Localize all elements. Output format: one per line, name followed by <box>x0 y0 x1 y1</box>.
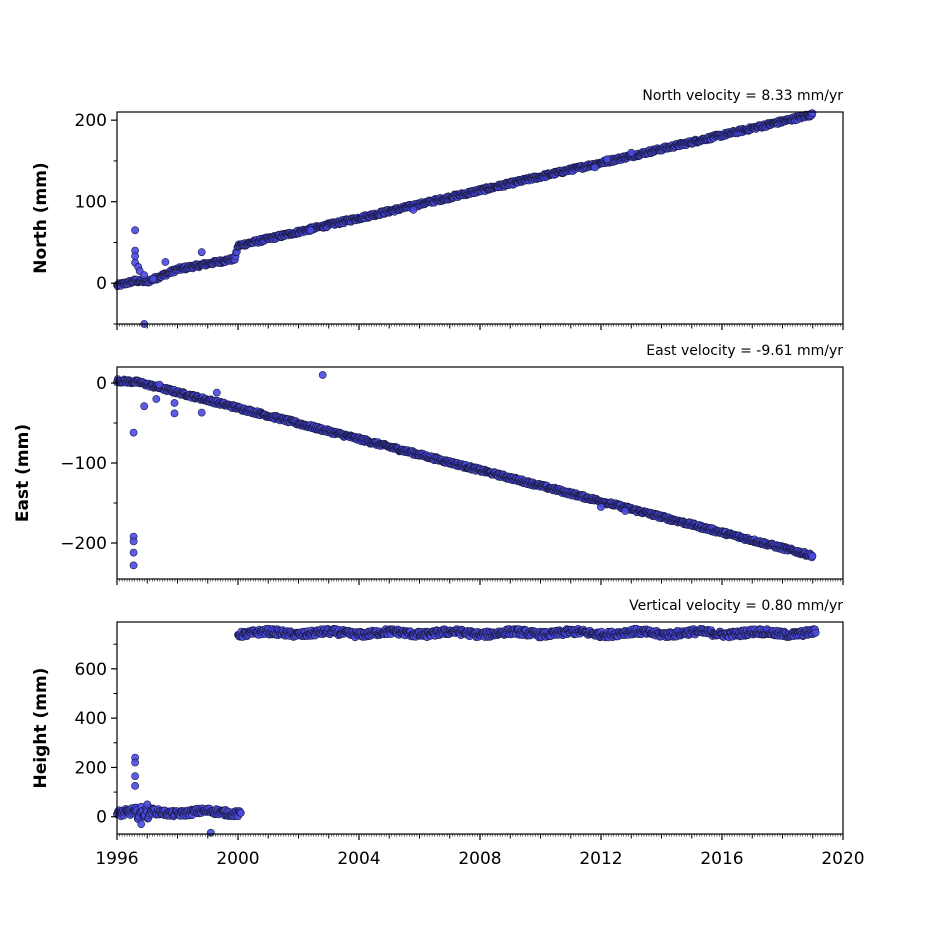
y-tick-label: 0 <box>96 374 107 394</box>
data-point <box>236 809 245 817</box>
outlier-point <box>143 800 152 809</box>
outlier-point <box>140 271 149 279</box>
data-point <box>808 552 817 560</box>
x-tick-label: 2000 <box>216 849 259 869</box>
outlier-point <box>149 275 158 284</box>
outlier-point <box>137 820 146 828</box>
outlier-point <box>591 163 599 172</box>
y-tick-label: 100 <box>75 193 107 213</box>
east-data-marks <box>113 371 817 570</box>
x-tick-label: 2020 <box>821 849 864 869</box>
outlier-point <box>131 252 139 261</box>
outlier-point <box>597 503 605 511</box>
outlier-point <box>131 772 139 780</box>
y-tick-label: 200 <box>75 111 107 131</box>
outlier-point <box>152 395 161 403</box>
y-tick-label: −100 <box>60 454 107 474</box>
y-tick-label: 0 <box>96 274 107 294</box>
data-point <box>811 628 820 637</box>
outlier-point <box>155 380 164 389</box>
data-point <box>808 109 817 118</box>
outlier-point <box>129 428 138 437</box>
north-panel-title: North velocity = 8.33 mm/yr <box>642 88 843 104</box>
y-tick-label: 0 <box>96 808 107 828</box>
outlier-point <box>627 148 636 157</box>
outlier-point <box>197 408 206 417</box>
outlier-point <box>140 402 149 411</box>
outlier-point <box>621 507 630 515</box>
outlier-point <box>197 248 206 257</box>
east-ylabel: East (mm) <box>13 424 33 522</box>
outlier-point <box>318 371 327 379</box>
outlier-point <box>131 782 139 790</box>
y-tick-label: 200 <box>75 758 107 778</box>
x-tick-label: 2004 <box>337 849 380 869</box>
outlier-point <box>131 758 139 767</box>
x-tick-label: 2008 <box>458 849 501 869</box>
north-plot-frame <box>116 111 844 325</box>
x-tick-label: 1996 <box>95 849 138 869</box>
outlier-point <box>131 226 139 235</box>
north-ylabel: North (mm) <box>31 162 51 273</box>
outlier-point <box>409 205 418 214</box>
height-ylabel: Height (mm) <box>31 668 51 789</box>
outlier-point <box>306 226 315 235</box>
outlier-point <box>129 537 138 546</box>
outlier-point <box>603 155 611 164</box>
y-tick-label: 600 <box>75 660 107 680</box>
height-panel-title: Vertical velocity = 0.80 mm/yr <box>629 598 843 614</box>
outlier-point <box>206 828 215 837</box>
east-panel-title: East velocity = -9.61 mm/yr <box>646 343 843 359</box>
outlier-point <box>170 399 179 407</box>
outlier-point <box>161 258 170 266</box>
outlier-point <box>212 388 221 397</box>
north-panel: North velocity = 8.33 mm/yr North (mm) 0… <box>31 88 844 330</box>
outlier-point <box>129 548 138 557</box>
east-panel: East velocity = -9.61 mm/yr East (mm) 0 −… <box>13 343 844 585</box>
outlier-point <box>170 409 179 418</box>
x-tick-label: 2016 <box>700 849 743 869</box>
north-data-marks <box>113 109 817 328</box>
outlier-point <box>129 561 138 570</box>
x-tick-label: 2012 <box>579 849 622 869</box>
y-tick-label: −200 <box>60 534 107 554</box>
y-tick-label: 400 <box>75 709 107 729</box>
